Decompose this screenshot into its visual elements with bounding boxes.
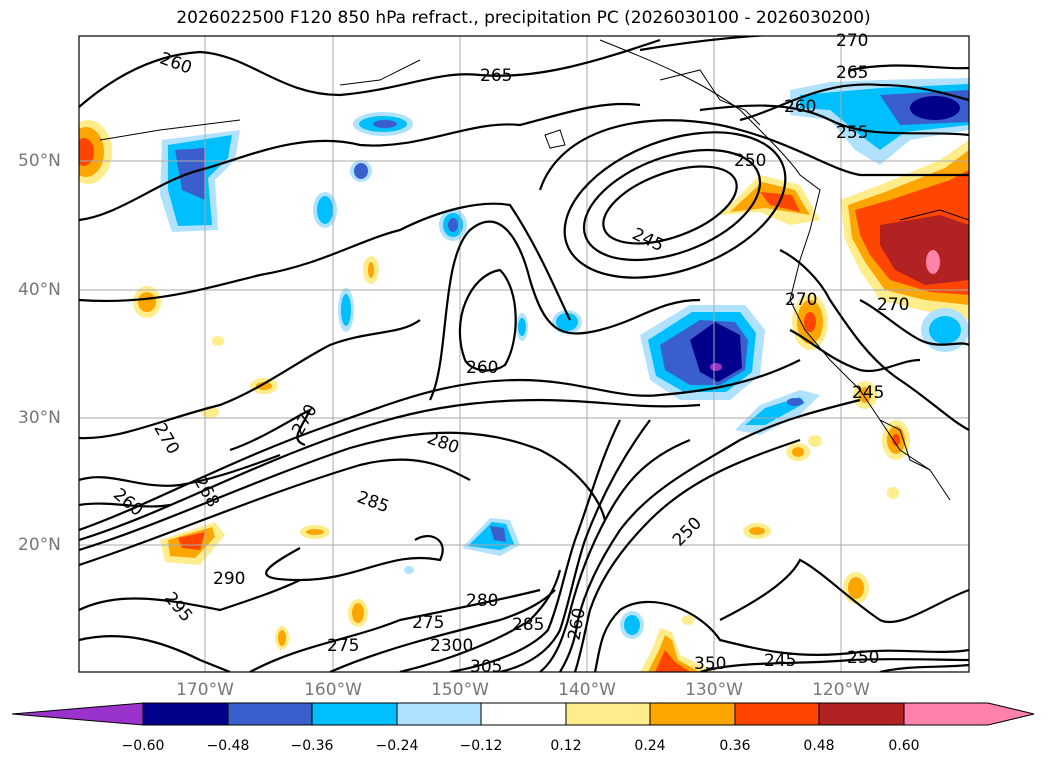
precipitation-shading	[79, 78, 969, 672]
colorbar-segment	[480, 702, 567, 726]
map-title: 2026022500 F120 850 hPa refract., precip…	[176, 8, 871, 28]
colorbar	[11, 702, 1035, 726]
colorbar-tick: −0.48	[206, 738, 250, 754]
contour-label: 260	[466, 358, 498, 378]
colorbar-segment	[396, 702, 482, 726]
precip-blob	[79, 120, 112, 184]
precip-blob	[350, 160, 372, 182]
precip-blob	[338, 288, 354, 332]
lon-label: 140°W	[558, 680, 616, 700]
precip-blob	[735, 390, 820, 435]
contour-label: 275	[327, 636, 359, 656]
colorbar-under-extend	[11, 702, 144, 726]
contour-label: 245	[629, 224, 667, 256]
precip-blob	[439, 209, 467, 241]
colorbar-over-extend	[903, 702, 1035, 726]
precip-blob	[353, 112, 413, 136]
lon-label: 170°W	[176, 680, 234, 700]
precip-blob	[552, 310, 582, 334]
lat-label: 50°N	[18, 151, 61, 171]
contour-label: 285	[512, 615, 544, 635]
contour-label: 270	[785, 290, 817, 310]
contour-label: 275	[412, 613, 444, 633]
contour-label: 245	[764, 651, 796, 671]
precip-blob	[462, 518, 520, 556]
colorbar-tick: 0.48	[803, 738, 835, 754]
precip-blob	[640, 628, 715, 672]
colorbar-segment	[649, 702, 736, 726]
colorbar-segment	[734, 702, 820, 726]
precip-blob	[640, 305, 765, 400]
contour-label: 270	[836, 31, 868, 51]
colorbar-tick: 0.36	[719, 738, 751, 754]
precip-blob	[313, 192, 337, 228]
colorbar-segment	[818, 702, 905, 726]
contour-label: 250	[734, 151, 766, 171]
lon-label: 160°W	[304, 680, 362, 700]
contour-label: 260	[565, 606, 590, 641]
colorbar-segment	[565, 702, 651, 726]
precip-blob	[790, 78, 969, 165]
contour-label: 265	[836, 63, 868, 83]
precip-blob	[160, 522, 225, 565]
colorbar-segment	[311, 702, 398, 726]
contour-label: 295	[160, 588, 196, 626]
precip-blob	[786, 381, 877, 461]
refractivity-contours	[79, 36, 969, 672]
contour-label: 285	[354, 487, 391, 517]
precip-blob	[516, 313, 528, 341]
contour-label: 290	[213, 569, 245, 589]
precip-blob	[201, 336, 278, 418]
lon-label: 130°W	[685, 680, 743, 700]
contour-label: 255	[836, 123, 868, 143]
precip-blob	[133, 286, 161, 318]
lat-label: 40°N	[18, 280, 61, 300]
precip-blob	[682, 487, 899, 625]
contour-label: 265	[480, 66, 512, 86]
precip-blob	[275, 566, 414, 650]
contour-label: 250	[847, 648, 879, 668]
colorbar-tick: 0.12	[550, 738, 582, 754]
lon-label: 120°W	[812, 680, 870, 700]
precip-blob	[620, 611, 644, 639]
precip-blob	[840, 140, 969, 320]
contour-label: 2300	[430, 636, 473, 656]
precip-blob	[300, 525, 330, 539]
contour-labels: 260 265 270 265 260 255 250 245 260 270 …	[109, 31, 909, 677]
lat-label: 30°N	[18, 408, 61, 428]
colorbar-tick: −0.24	[375, 738, 419, 754]
colorbar-tick: −0.36	[290, 738, 334, 754]
coastlines	[99, 39, 969, 501]
precip-blob	[363, 256, 379, 284]
lat-label: 20°N	[18, 535, 61, 555]
colorbar-tick: 0.24	[634, 738, 666, 754]
colorbar-tick: −0.12	[459, 738, 503, 754]
colorbar-tick: −0.60	[121, 738, 165, 754]
colorbar-segment	[142, 702, 229, 726]
precip-blob	[921, 308, 969, 352]
lon-label: 150°W	[431, 680, 489, 700]
contour-label: 268	[189, 473, 223, 511]
map-frame	[78, 35, 970, 673]
contour-label: 280	[466, 591, 498, 611]
colorbar-segment	[227, 702, 313, 726]
contour-label: 305	[470, 657, 502, 677]
colorbar-tick: 0.60	[888, 738, 920, 754]
contour-label: 245	[852, 383, 884, 403]
contour-label: 350	[694, 654, 726, 674]
contour-label: 270	[149, 420, 183, 458]
contour-label: 270	[288, 401, 322, 439]
contour-label: 260	[784, 97, 816, 117]
contour-label: 270	[877, 295, 909, 315]
